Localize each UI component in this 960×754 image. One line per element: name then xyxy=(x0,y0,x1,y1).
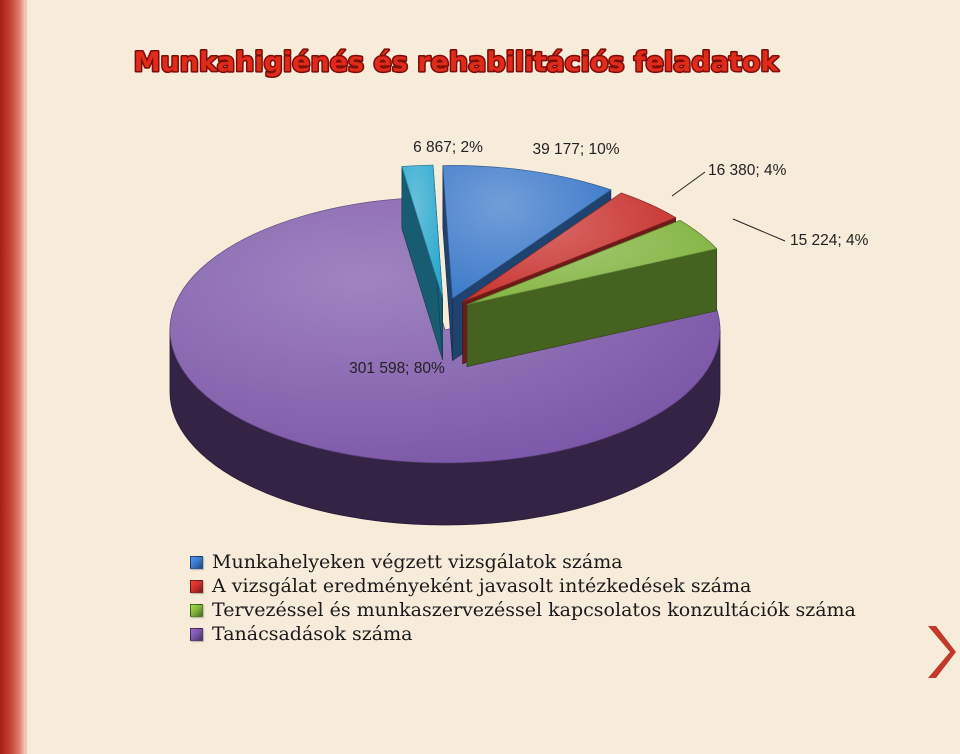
label-leader-line xyxy=(732,218,786,242)
data-label: 301 598; 80% xyxy=(349,360,445,377)
left-decor-band xyxy=(0,0,24,754)
legend-swatch xyxy=(190,579,203,593)
chevron-right-icon[interactable] xyxy=(922,622,956,682)
legend-entry: Tervezéssel és munkaszervezéssel kapcsol… xyxy=(190,598,856,622)
data-label: 15 224; 4% xyxy=(790,232,869,249)
data-label: 16 380; 4% xyxy=(708,162,787,179)
page-title: Munkahigiénés és rehabilitációs feladato… xyxy=(132,46,781,80)
legend-entry: A vizsgálat eredményeként javasolt intéz… xyxy=(190,574,856,598)
legend-label: Tanácsadások száma xyxy=(212,623,413,645)
pie-slice xyxy=(401,164,444,361)
legend-label: A vizsgálat eredményeként javasolt intéz… xyxy=(212,575,752,597)
data-label: 6 867; 2% xyxy=(413,139,483,156)
legend-swatch xyxy=(190,555,203,569)
page-title-text: Munkahigiénés és rehabilitációs feladato… xyxy=(134,47,780,78)
legend-entry: Munkahelyeken végzett vizsgálatok száma xyxy=(190,550,856,574)
chart-legend: Munkahelyeken végzett vizsgálatok száma A… xyxy=(190,550,856,646)
pie-chart: 39 177; 10% 16 380; 4% 15 224; 4% 301 598; … xyxy=(169,139,869,526)
legend-label: Munkahelyeken végzett vizsgálatok száma xyxy=(212,551,623,573)
label-leader-line xyxy=(671,171,706,197)
legend-entry: Tanácsadások száma xyxy=(190,622,856,646)
left-decor-line xyxy=(24,0,27,754)
legend-label: Tervezéssel és munkaszervezéssel kapcsol… xyxy=(212,599,856,621)
legend-swatch xyxy=(190,627,203,641)
data-label: 39 177; 10% xyxy=(532,141,619,158)
pie-slice xyxy=(466,219,718,368)
legend-swatch xyxy=(190,603,203,617)
